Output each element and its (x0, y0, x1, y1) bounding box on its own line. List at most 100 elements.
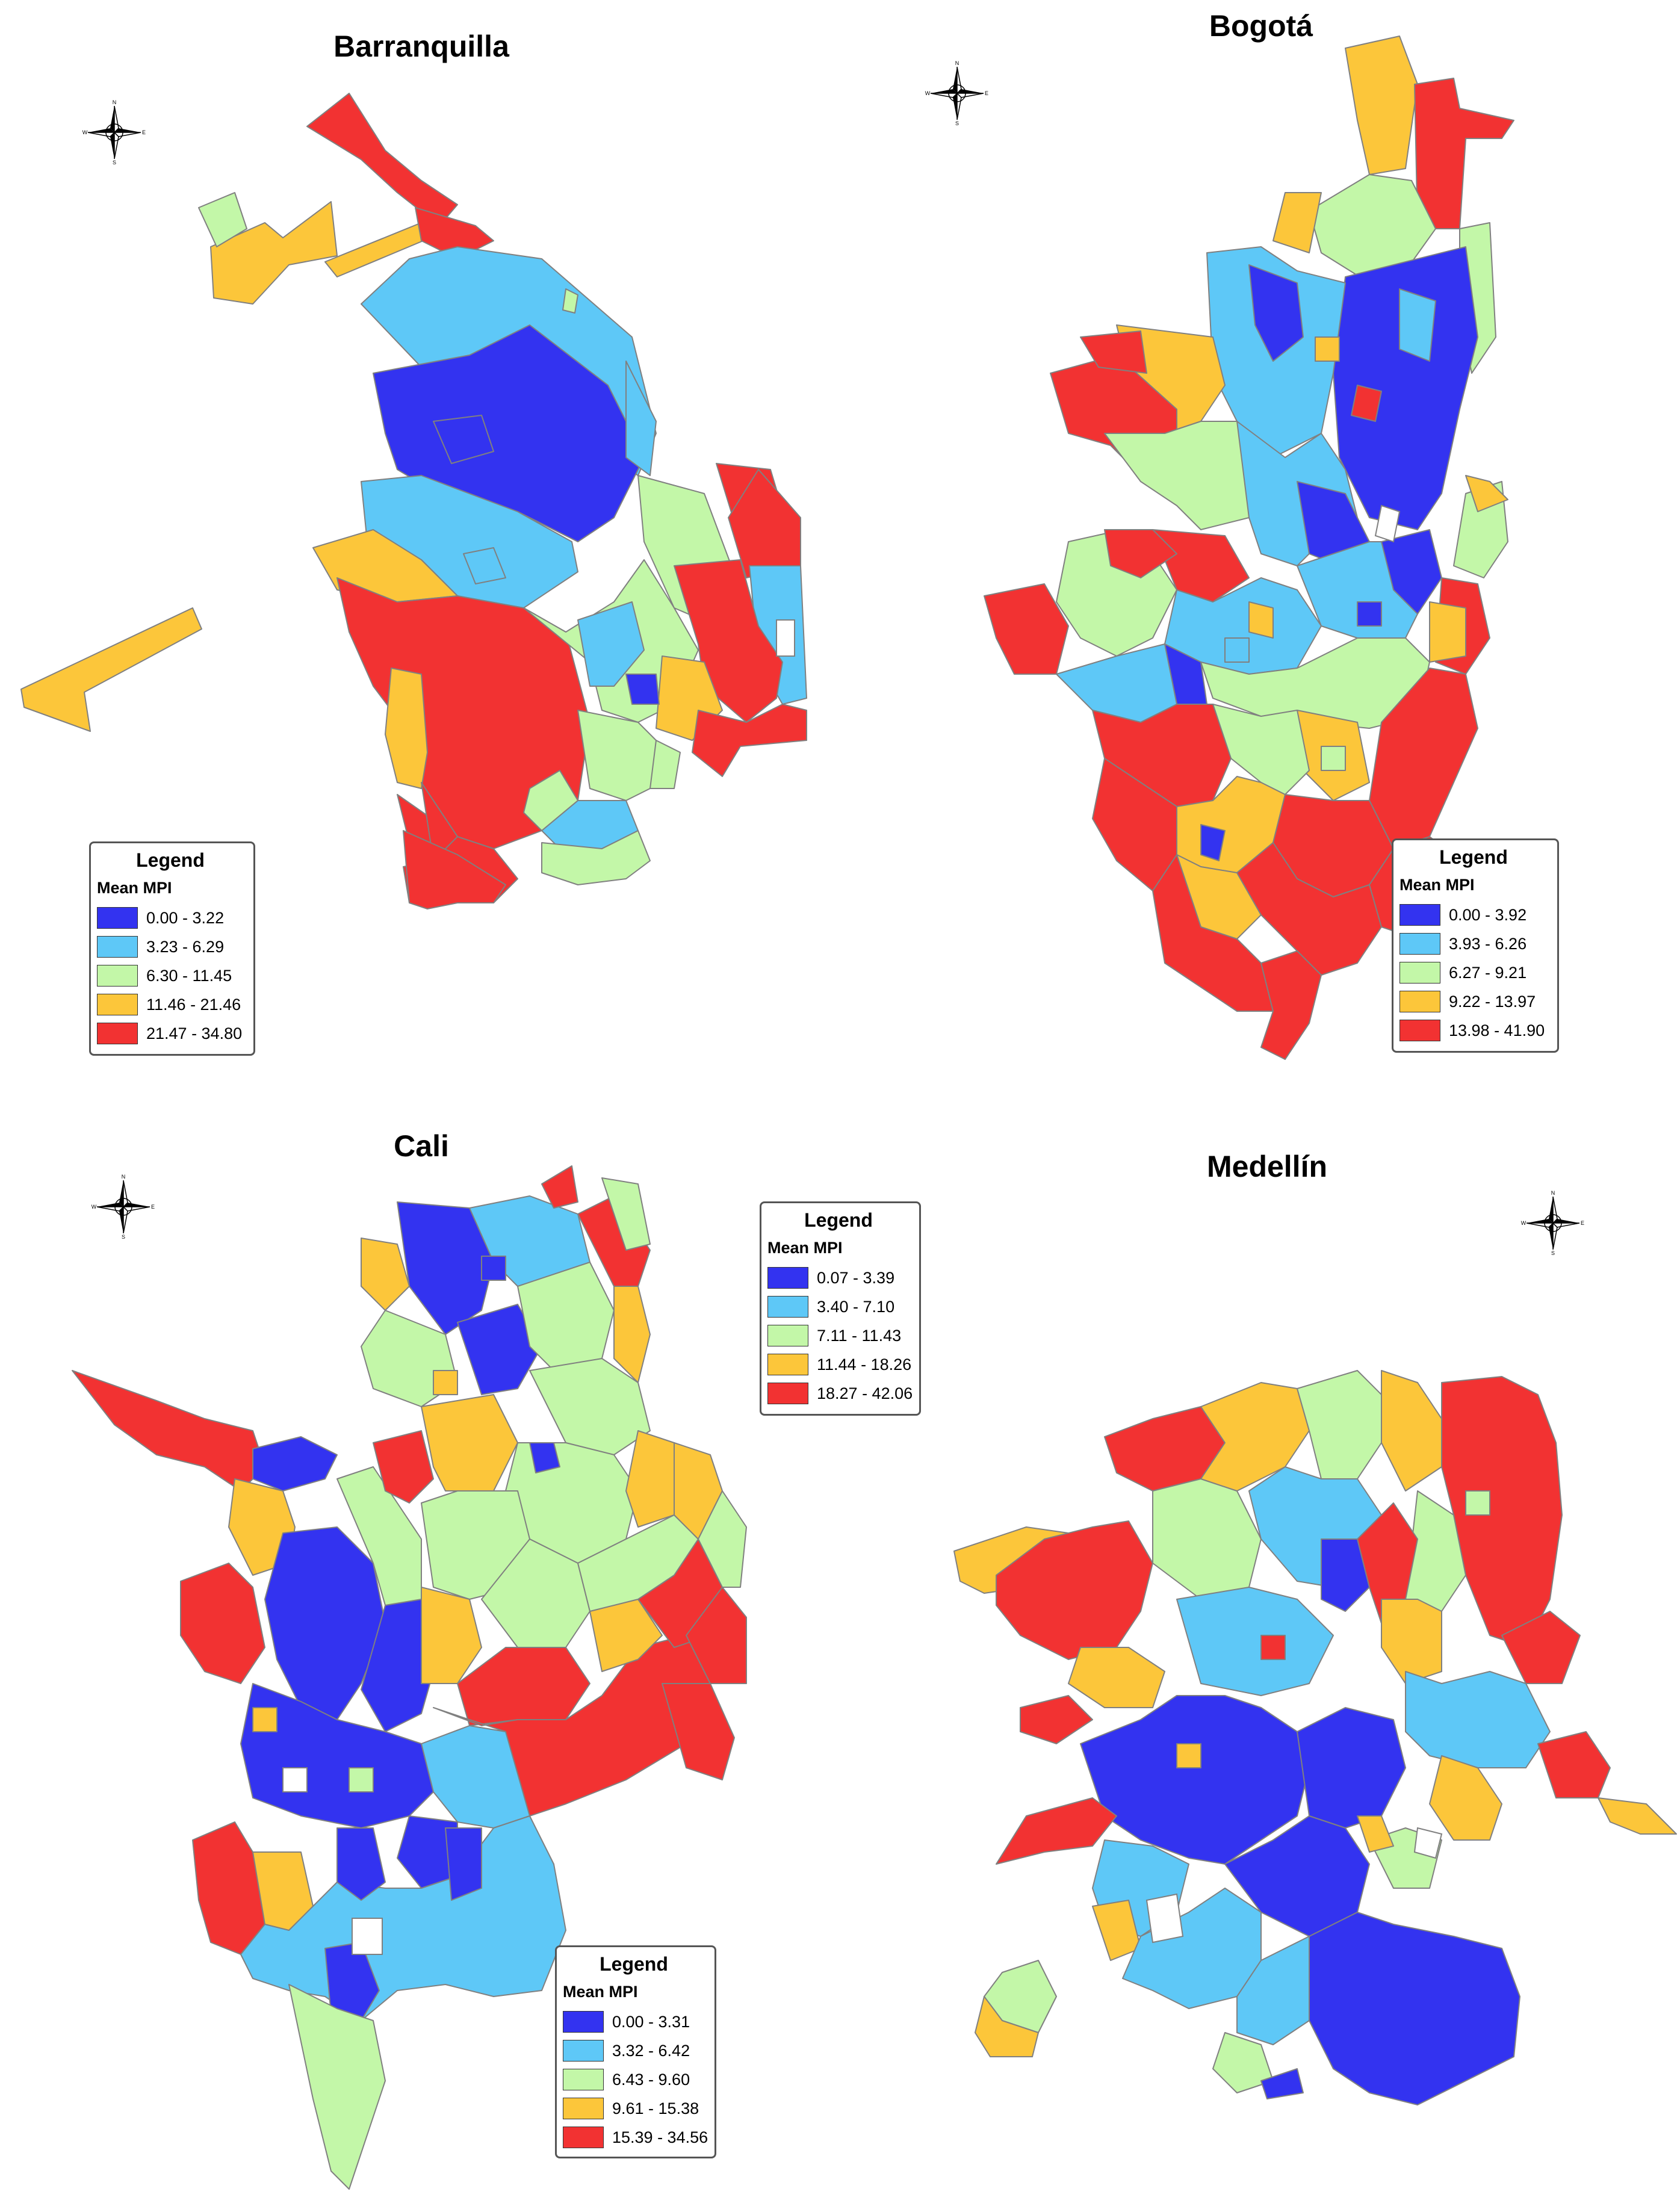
district-polygon (1236, 1936, 1310, 2045)
legend-item: 6.30 - 11.45 (97, 961, 244, 990)
legend-swatch (1399, 962, 1440, 984)
district-polygon (996, 1797, 1117, 1865)
legend-swatch (563, 2040, 604, 2062)
district-polygon (1405, 1671, 1551, 1768)
legend-label: 3.93 - 6.26 (1449, 934, 1527, 953)
legend-item: 0.07 - 3.39 (767, 1263, 910, 1292)
legend-swatch (1399, 933, 1440, 955)
district-polygon (1399, 288, 1436, 362)
district-polygon (1104, 529, 1177, 578)
map-medellin (953, 1370, 1677, 2105)
district-polygon (1501, 1611, 1581, 1684)
legend-item: 0.00 - 3.22 (97, 903, 244, 932)
district-polygon (210, 201, 338, 305)
district-polygon (577, 710, 663, 801)
legend-swatch (1399, 991, 1440, 1012)
legend-item: 0.00 - 3.31 (563, 2007, 705, 2036)
legend-title: Legend (600, 1953, 668, 1975)
district-polygon (996, 1520, 1153, 1660)
hole-white (282, 1767, 308, 1792)
district-polygon (445, 1827, 482, 1901)
district-polygon (1248, 601, 1274, 639)
district-polygon (1176, 1743, 1201, 1768)
district-polygon (385, 668, 428, 789)
map-cali (72, 1165, 747, 2190)
district-polygon (1224, 637, 1250, 663)
hole-white (1145, 1893, 1184, 1944)
panel-medellin: Medellín N S E W (760, 1106, 1680, 2212)
district-polygon (625, 674, 660, 705)
legend-label: 18.27 - 42.06 (817, 1384, 913, 1402)
district-polygon (306, 93, 458, 226)
legend-title: Legend (136, 849, 205, 871)
hole-white (352, 1918, 383, 1955)
legend-barranquilla: Legend Mean MPI 0.00 - 3.22 3.23 - 6.29 … (89, 841, 255, 1056)
legend-title: Legend (1439, 846, 1508, 868)
legend-item: 11.46 - 21.46 (97, 990, 244, 1019)
district-polygon (349, 1767, 374, 1792)
district-polygon (1465, 475, 1508, 512)
legend-item: 6.43 - 9.60 (563, 2065, 705, 2094)
district-polygon (1260, 950, 1322, 1060)
district-polygon (1176, 1587, 1334, 1696)
district-polygon (1200, 824, 1226, 861)
legend-item: 7.11 - 11.43 (767, 1321, 910, 1350)
legend-item: 3.32 - 6.42 (563, 2036, 705, 2065)
legend-swatch (563, 2098, 604, 2119)
legend-item: 21.47 - 34.80 (97, 1019, 244, 1048)
district-polygons (953, 1370, 1677, 2105)
district-polygon (481, 1256, 506, 1281)
legend-item: 3.40 - 7.10 (767, 1292, 910, 1321)
district-polygon (1248, 264, 1304, 362)
legend-label: 0.07 - 3.39 (817, 1268, 895, 1287)
district-polygon (264, 1526, 386, 1720)
district-polygon (1297, 1370, 1382, 1479)
legend-item: 15.39 - 34.56 (563, 2123, 708, 2152)
district-polygon (728, 469, 801, 578)
svg-text:W: W (82, 129, 88, 135)
svg-text:E: E (1581, 1220, 1584, 1226)
svg-text:W: W (1521, 1220, 1527, 1226)
legend-swatch (563, 2011, 604, 2033)
legend-item: 9.22 - 13.97 (1399, 987, 1548, 1016)
district-polygon (403, 830, 506, 909)
district-polygon (336, 1466, 422, 1606)
panel-barranquilla: Barranquilla N S E W (0, 0, 840, 1106)
legend-label: 11.46 - 21.46 (146, 995, 241, 1014)
legend-label: 0.00 - 3.31 (612, 2012, 690, 2031)
legend-subtitle: Mean MPI (1399, 876, 1475, 894)
district-polygon (1104, 421, 1262, 530)
legend-swatch (563, 2069, 604, 2090)
legend-swatch (767, 1325, 808, 1346)
district-polygon (288, 1984, 386, 2190)
district-polygon (662, 1683, 735, 1780)
district-polygon (252, 1436, 338, 1492)
district-polygon (529, 1442, 560, 1473)
legend-swatch (767, 1267, 808, 1289)
hole-white (776, 619, 795, 657)
legend-subtitle: Mean MPI (97, 879, 172, 897)
legend-label: 6.43 - 9.60 (612, 2070, 690, 2089)
svg-text:N: N (955, 60, 959, 66)
district-polygon (433, 415, 494, 464)
legend-item: 18.27 - 42.06 (767, 1379, 913, 1408)
svg-text:E: E (985, 90, 988, 96)
legend-label: 9.22 - 13.97 (1449, 992, 1536, 1011)
district-polygon (1357, 1815, 1394, 1853)
legend-item: 0.00 - 3.92 (1399, 900, 1548, 929)
panel-cali: Cali N S E W (0, 1106, 840, 2212)
district-polygon (686, 1587, 747, 1684)
legend-label: 9.61 - 15.38 (612, 2099, 699, 2118)
district-polygon (1068, 1647, 1165, 1708)
legend-label: 21.47 - 34.80 (146, 1024, 243, 1042)
district-polygon (613, 1286, 651, 1383)
svg-text:N: N (1551, 1190, 1555, 1196)
district-polygon (523, 770, 578, 831)
district-polygons (20, 93, 807, 909)
legend-title: Legend (804, 1209, 873, 1231)
legend-item: 6.27 - 9.21 (1399, 958, 1548, 987)
district-polygon (433, 1370, 458, 1395)
svg-text:E: E (151, 1204, 155, 1210)
svg-text:S: S (122, 1234, 125, 1240)
svg-text:N: N (113, 99, 117, 105)
